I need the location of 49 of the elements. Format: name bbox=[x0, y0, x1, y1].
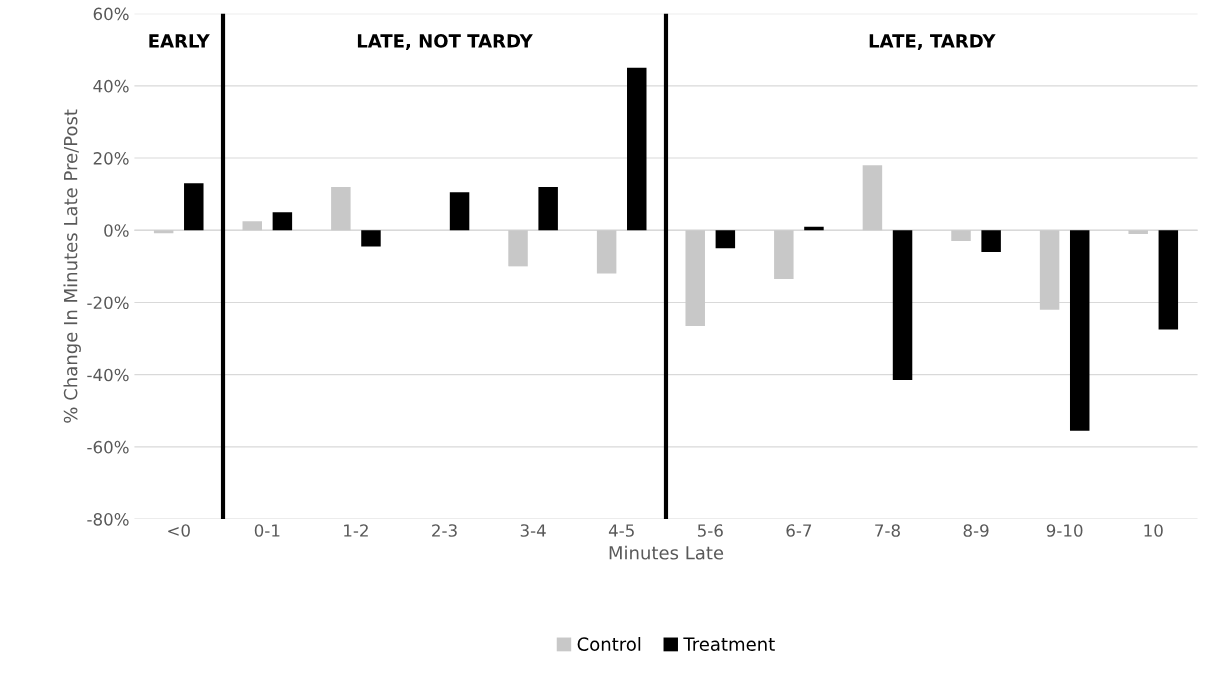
bar bbox=[1128, 230, 1148, 234]
y-tick-label: -20% bbox=[87, 296, 129, 310]
bar bbox=[1069, 230, 1090, 431]
bar bbox=[361, 230, 381, 247]
annotation: LATE, NOT TARDY bbox=[357, 34, 533, 51]
bar bbox=[242, 221, 262, 231]
bar bbox=[331, 186, 351, 231]
bar bbox=[184, 183, 204, 231]
x-tick-label: 7-8 bbox=[875, 524, 900, 537]
x-tick-label: 4-5 bbox=[608, 524, 634, 537]
bar bbox=[627, 67, 647, 231]
x-tick-label: 10 bbox=[1144, 524, 1163, 537]
x-tick-label: 0-1 bbox=[254, 524, 280, 537]
bar bbox=[272, 212, 293, 231]
bar bbox=[981, 230, 1001, 252]
y-tick-label: -60% bbox=[87, 440, 129, 454]
y-axis-title: % Change In Minutes Late Pre/Post bbox=[63, 109, 81, 423]
y-tick-label: 0% bbox=[104, 224, 129, 237]
bar bbox=[774, 230, 794, 280]
annotation: LATE, TARDY bbox=[869, 34, 996, 51]
x-tick-label: 6-7 bbox=[786, 524, 812, 537]
x-tick-label: 2-3 bbox=[432, 524, 457, 537]
bar bbox=[596, 230, 617, 274]
legend-label: Treatment bbox=[683, 637, 775, 651]
bar bbox=[1039, 230, 1060, 310]
x-tick-label: 5-6 bbox=[697, 524, 723, 537]
bar bbox=[538, 186, 558, 231]
x-tick-label: 3-4 bbox=[520, 524, 546, 537]
bar bbox=[153, 230, 174, 234]
legend-label: Control bbox=[577, 636, 641, 651]
bar bbox=[862, 165, 883, 231]
bar bbox=[685, 230, 705, 326]
x-axis-title: Minutes Late bbox=[609, 545, 724, 560]
x-tick-label: 8-9 bbox=[963, 524, 989, 537]
bar bbox=[1158, 230, 1179, 330]
x-tick-label: 9-10 bbox=[1046, 524, 1083, 537]
bar bbox=[892, 230, 913, 381]
bar bbox=[951, 230, 971, 242]
y-tick-label: 20% bbox=[93, 152, 129, 165]
y-tick-label: -40% bbox=[87, 368, 129, 382]
annotation: EARLY bbox=[149, 34, 210, 48]
y-tick-label: -80% bbox=[87, 513, 129, 526]
x-tick-label: 1-2 bbox=[344, 524, 368, 537]
bar bbox=[508, 230, 528, 267]
bar bbox=[715, 230, 736, 249]
x-tick-label: <0 bbox=[168, 524, 190, 537]
y-tick-label: 60% bbox=[93, 7, 129, 21]
bar bbox=[449, 192, 470, 231]
y-tick-label: 40% bbox=[93, 79, 129, 93]
